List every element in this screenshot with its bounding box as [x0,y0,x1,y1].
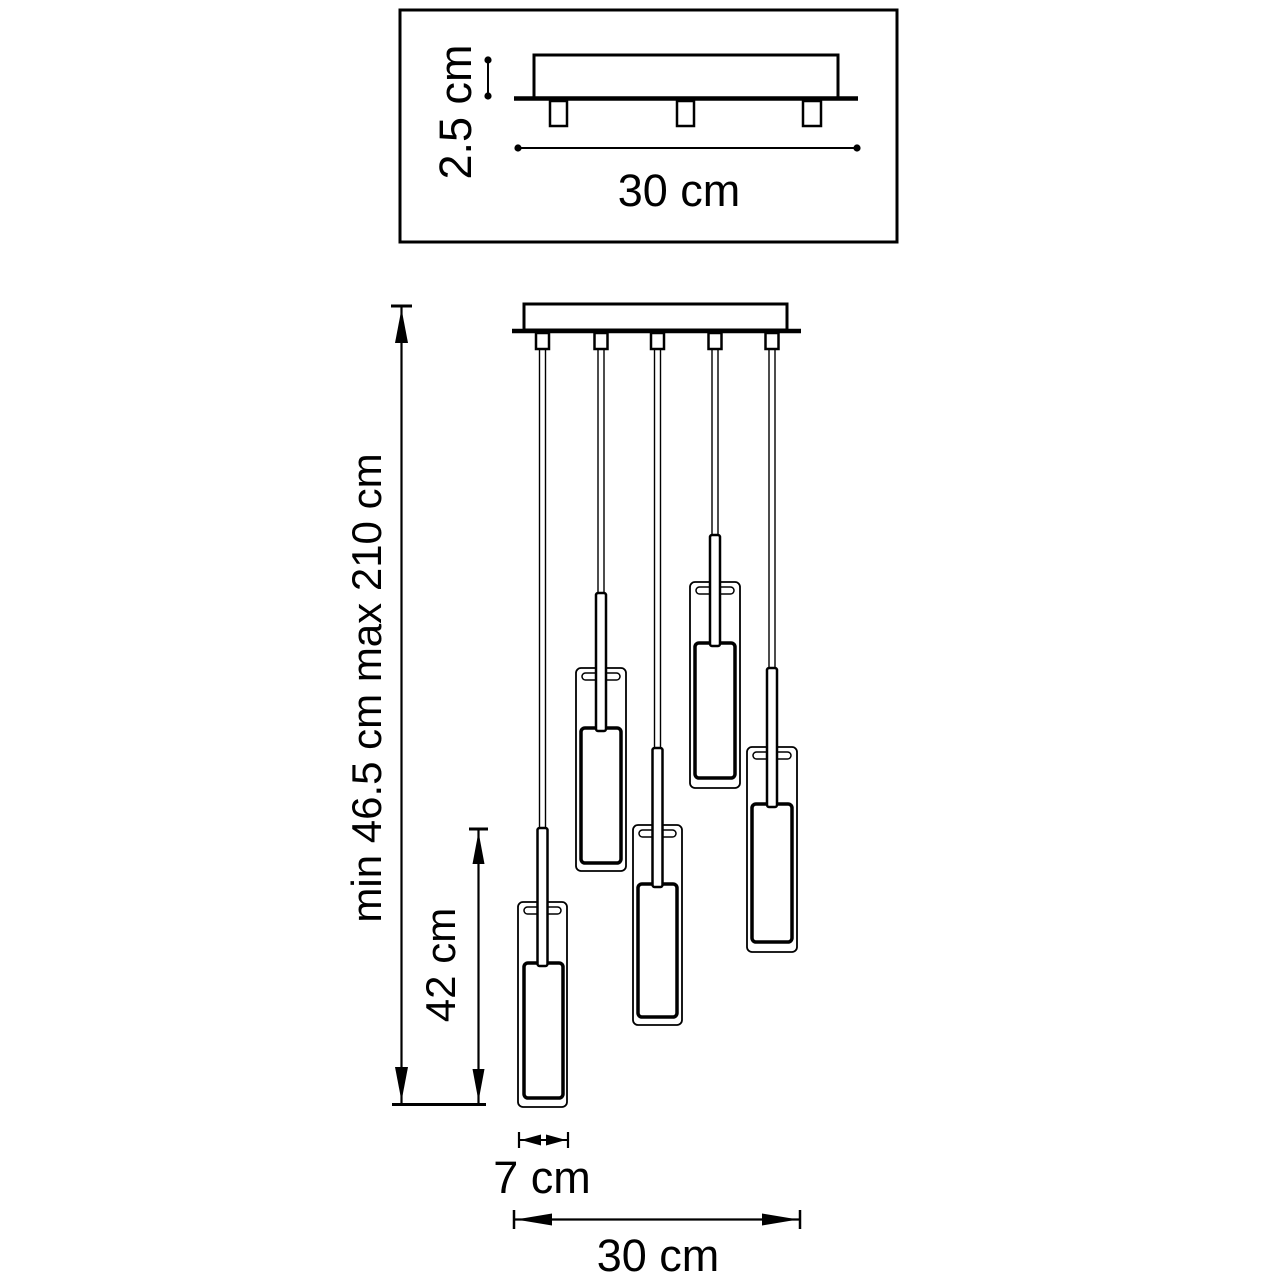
arrowhead-left [516,1213,552,1226]
inner-diffuser [636,882,679,1019]
pendant-5 [746,349,798,953]
base-width-label: 30 cm [597,1230,720,1280]
inner-diffuser [750,802,794,944]
canopy-height-dimension: 2.5 cm [430,44,492,180]
dim-dot-bottom [484,92,492,100]
inner-diffuser [522,961,565,1100]
shade-drop-label: 42 cm [417,908,464,1022]
suspension-cord [768,349,776,670]
cord-connector-3 [649,331,666,351]
pendant-3 [632,349,683,1026]
canopy-height-label: 2.5 cm [430,44,481,179]
arrowhead-down [472,1069,485,1101]
canopy-width-dimension: 30 cm [514,144,861,216]
arrowhead-left [521,1134,541,1146]
suspension-cord [597,349,605,595]
canopy-width-label: 30 cm [618,165,741,216]
cord-connector-5 [764,331,780,351]
shade-drop-dimension: 42 cm [417,827,488,1103]
pendant-2 [575,349,627,872]
canopy-side-view [532,53,840,100]
mounting-tab-left [548,99,569,128]
stem-rod [765,666,779,809]
cord-connector-1 [534,331,551,351]
stem-rod [651,746,664,889]
shade-width-label: 7 cm [493,1152,591,1203]
canopy-front-view [522,302,789,332]
inner-diffuser [579,726,623,865]
top-view-border [398,8,899,244]
front-view: min 46.5 cm max 210 cm 42 cm 7 cm 30 [343,302,802,1280]
suspension-cord [711,349,719,537]
stem-rod [594,591,608,733]
base-width-dimension: 30 cm [512,1210,802,1280]
arrowhead-up [472,832,485,864]
stem-rod [708,533,722,648]
dim-dot-right [853,144,861,152]
suspension-cord [538,349,547,830]
arrowhead-right [546,1134,566,1146]
inner-diffuser [693,641,737,780]
overall-height-label: min 46.5 cm max 210 cm [343,453,390,922]
shade-width-dimension: 7 cm [493,1132,591,1203]
mounting-tab-center [675,99,696,128]
suspension-cord [653,349,662,750]
top-view-panel: 2.5 cm 30 cm [398,8,899,244]
arrowhead-down [395,1067,408,1101]
overall-height-dimension: min 46.5 cm max 210 cm [343,304,486,1106]
cord-connector-4 [707,331,723,351]
dim-dot-left [514,144,522,152]
dim-dot-top [484,56,492,64]
arrowhead-up [395,309,408,343]
arrowhead-right [762,1213,798,1226]
mounting-tab-right [801,99,823,128]
pendant-4 [689,349,741,789]
stem-rod [536,826,549,968]
pendant-1 [517,349,568,1108]
cord-connector-2 [593,331,609,351]
